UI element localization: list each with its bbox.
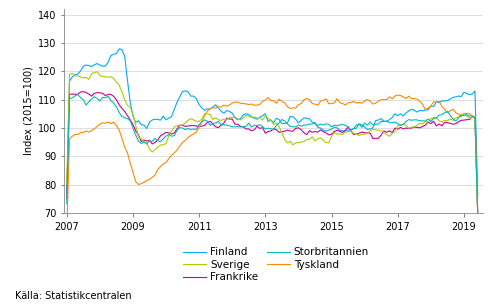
- Storbritannien: [282, 119, 287, 123]
- Line: Frankrike: Frankrike: [67, 92, 478, 214]
- Finland: [229, 111, 235, 115]
- Finland: [298, 118, 304, 122]
- Line: Finland: Finland: [67, 49, 478, 195]
- Frankrike: [202, 124, 208, 127]
- Frankrike: [298, 128, 304, 132]
- Storbritannien: [406, 118, 412, 121]
- Finland: [116, 47, 122, 51]
- Sverige: [282, 137, 287, 141]
- Line: Sverige: Sverige: [67, 72, 478, 213]
- Storbritannien: [64, 202, 70, 206]
- Finland: [202, 108, 208, 112]
- Line: Storbritannien: Storbritannien: [67, 95, 478, 216]
- Sverige: [94, 70, 100, 74]
- Storbritannien: [75, 93, 81, 96]
- Finland: [475, 194, 481, 197]
- Tyskland: [395, 93, 401, 97]
- Text: Källa: Statistikcentralen: Källa: Statistikcentralen: [15, 291, 132, 301]
- Frankrike: [475, 212, 481, 216]
- Sverige: [229, 116, 235, 119]
- Tyskland: [199, 120, 205, 124]
- Finland: [64, 191, 70, 194]
- Tyskland: [64, 230, 70, 233]
- Storbritannien: [351, 127, 356, 130]
- Tyskland: [295, 103, 301, 107]
- Frankrike: [80, 90, 86, 94]
- Storbritannien: [202, 118, 208, 122]
- Tyskland: [226, 103, 232, 107]
- Finland: [406, 109, 412, 113]
- Frankrike: [406, 127, 412, 130]
- Frankrike: [351, 133, 356, 136]
- Storbritannien: [475, 214, 481, 217]
- Y-axis label: Index (2015=100): Index (2015=100): [24, 67, 34, 155]
- Tyskland: [279, 100, 285, 103]
- Finland: [282, 122, 287, 125]
- Finland: [351, 127, 356, 130]
- Sverige: [298, 140, 304, 144]
- Storbritannien: [229, 125, 235, 129]
- Frankrike: [282, 130, 287, 133]
- Tyskland: [348, 101, 354, 104]
- Frankrike: [229, 117, 235, 121]
- Line: Tyskland: Tyskland: [67, 95, 478, 231]
- Tyskland: [406, 94, 412, 98]
- Sverige: [202, 112, 208, 116]
- Legend: Finland, Sverige, Frankrike, Storbritannien, Tyskland: Finland, Sverige, Frankrike, Storbritann…: [179, 243, 373, 287]
- Tyskland: [475, 214, 481, 218]
- Storbritannien: [298, 124, 304, 128]
- Sverige: [406, 126, 412, 130]
- Sverige: [475, 212, 481, 215]
- Sverige: [64, 183, 70, 187]
- Sverige: [351, 132, 356, 135]
- Frankrike: [64, 197, 70, 201]
